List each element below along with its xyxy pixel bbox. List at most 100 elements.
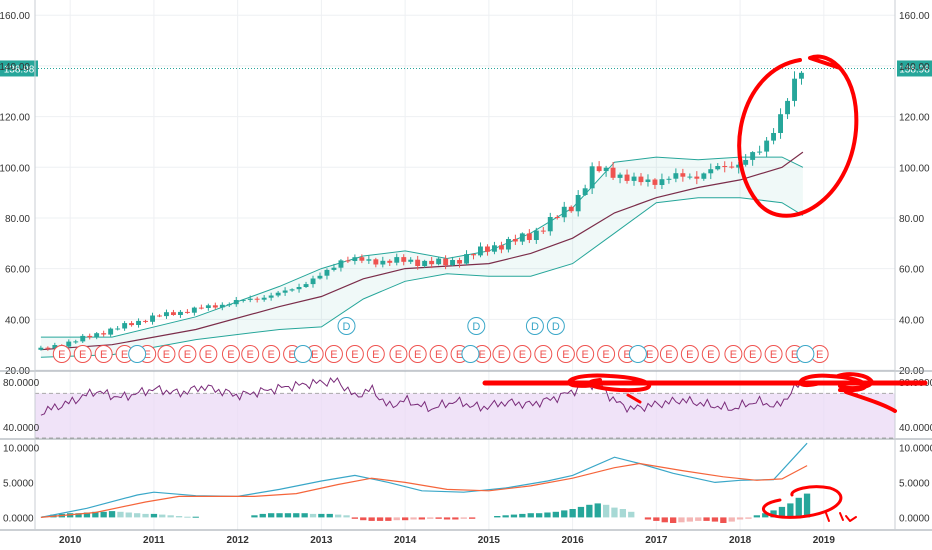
- candle: [87, 335, 93, 338]
- earnings-event-marker[interactable]: E: [221, 345, 240, 363]
- price-tick-left: 160.00: [0, 11, 30, 22]
- x-tick-label: 2014: [394, 535, 417, 546]
- earnings-event-marker[interactable]: E: [764, 345, 783, 363]
- macd-histogram-bar: [175, 516, 183, 518]
- dividend-event-marker[interactable]: D: [525, 317, 544, 335]
- candle: [178, 311, 183, 315]
- candle: [45, 347, 51, 349]
- earnings-event-marker[interactable]: E: [241, 345, 260, 363]
- candle: [757, 151, 763, 153]
- earnings-event-marker[interactable]: E: [178, 345, 197, 363]
- earnings-event-marker[interactable]: E: [73, 345, 92, 363]
- earnings-event-marker[interactable]: E: [724, 345, 743, 363]
- event-circle: [199, 345, 218, 363]
- earnings-event-marker[interactable]: E: [262, 345, 281, 363]
- earnings-event-marker[interactable]: E: [345, 345, 364, 363]
- event-circle: [546, 317, 565, 335]
- macd-histogram-bar: [418, 517, 425, 520]
- earnings-event-marker[interactable]: E: [597, 345, 616, 363]
- price-tick-right: 60.00: [899, 265, 924, 276]
- macd-tick-right: 5.0000: [899, 478, 930, 489]
- candle: [122, 323, 128, 329]
- macd-histogram-bar: [117, 511, 124, 518]
- dividend-event-marker[interactable]: D: [337, 317, 356, 335]
- earnings-event-marker[interactable]: E: [680, 345, 699, 363]
- candle: [136, 320, 141, 325]
- event-circle-empty: [293, 345, 312, 363]
- macd-histogram-bar: [611, 507, 618, 518]
- price-tick-right: 160.00: [899, 11, 930, 22]
- dividend-event-marker[interactable]: D: [467, 317, 486, 335]
- macd-histogram-bar: [360, 517, 367, 521]
- candle: [324, 269, 330, 276]
- earnings-event-marker[interactable]: E: [701, 345, 720, 363]
- earnings-event-marker[interactable]: E: [492, 345, 511, 363]
- event-circle: [743, 345, 762, 363]
- candle: [554, 217, 560, 218]
- candle: [610, 167, 616, 178]
- event-label: E: [372, 349, 379, 361]
- earnings-event-marker[interactable]: E: [659, 345, 678, 363]
- event-label: E: [330, 349, 337, 361]
- candle: [617, 174, 623, 178]
- candle: [310, 278, 316, 285]
- candle: [666, 178, 672, 180]
- earnings-event-marker[interactable]: E: [94, 345, 113, 363]
- macd-histogram-bar: [159, 514, 166, 518]
- earnings-event-marker[interactable]: E: [52, 345, 71, 363]
- macd-histogram-bar: [711, 517, 719, 522]
- candle: [185, 311, 190, 313]
- candle: [694, 176, 700, 179]
- macd-histogram-bar: [787, 503, 794, 518]
- candle: [764, 140, 770, 152]
- candle: [254, 298, 260, 300]
- macd-histogram-bar: [753, 515, 760, 518]
- macd-histogram-bar: [460, 517, 467, 519]
- candle: [464, 254, 469, 264]
- candle: [219, 304, 225, 308]
- macd-tick-left: 10.0000: [3, 443, 40, 454]
- event-label: E: [435, 349, 442, 361]
- macd-histogram-bar: [351, 517, 358, 519]
- earnings-event-marker[interactable]: E: [743, 345, 762, 363]
- annotation-tick-1: [825, 512, 830, 522]
- earnings-event-marker[interactable]: E: [534, 345, 553, 363]
- event-circle: [680, 345, 699, 363]
- event-circle: [764, 345, 783, 363]
- event-circle: [221, 345, 240, 363]
- macd-histogram-bar: [762, 513, 769, 518]
- candle: [701, 173, 707, 179]
- earnings-event-marker[interactable]: E: [324, 345, 343, 363]
- dividend-event-marker[interactable]: D: [546, 317, 565, 335]
- macd-histogram-bar: [695, 517, 702, 521]
- earnings-event-marker[interactable]: E: [389, 345, 408, 363]
- earnings-event-marker[interactable]: E: [199, 345, 218, 363]
- earnings-event-marker[interactable]: E: [513, 345, 532, 363]
- candle: [94, 333, 100, 338]
- earnings-event-marker[interactable]: E: [556, 345, 575, 363]
- macd-histogram-bar: [527, 513, 534, 518]
- candle: [247, 298, 253, 300]
- candle: [233, 300, 239, 305]
- price-tick-right: 140.00: [899, 62, 930, 73]
- earnings-event-marker[interactable]: E: [157, 345, 176, 363]
- event-label: E: [267, 349, 274, 361]
- event-label: E: [184, 349, 191, 361]
- candle: [526, 233, 532, 240]
- earnings-event-marker[interactable]: E: [408, 345, 427, 363]
- event-label: E: [311, 349, 318, 361]
- event-label: E: [791, 349, 798, 361]
- event-label: E: [478, 349, 485, 361]
- macd-histogram-bar: [678, 517, 685, 523]
- candle: [443, 258, 449, 266]
- earnings-event-marker[interactable]: E: [576, 345, 595, 363]
- macd-line: [40, 442, 808, 518]
- candle: [624, 174, 630, 181]
- event-label: E: [581, 349, 588, 361]
- earnings-event-marker[interactable]: E: [366, 345, 385, 363]
- candle: [303, 284, 309, 287]
- candle: [478, 246, 483, 256]
- earnings-event-marker[interactable]: E: [429, 345, 448, 363]
- candle: [150, 315, 155, 322]
- candle: [331, 267, 337, 270]
